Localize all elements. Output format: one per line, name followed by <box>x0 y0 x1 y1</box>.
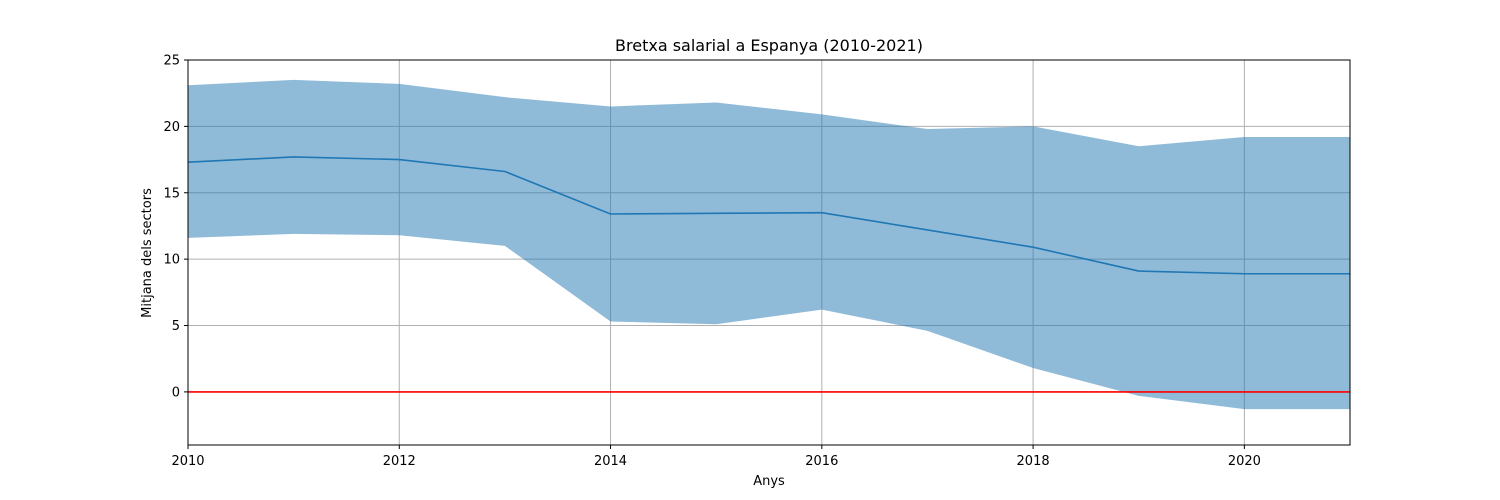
x-tick-label-2014: 2014 <box>594 454 627 469</box>
x-tick-label-2010: 2010 <box>171 454 204 469</box>
x-axis-label: Anys <box>753 474 785 489</box>
y-tick-label-0: 0 <box>172 385 180 400</box>
x-axis: 2010 2012 2014 2016 2018 2020 <box>171 445 1261 469</box>
y-tick-label-5: 5 <box>172 319 180 334</box>
line-layer <box>187 156 1350 275</box>
x-tick-label-2016: 2016 <box>805 454 838 469</box>
mean-line <box>187 156 1350 275</box>
chart-title: Bretxa salarial a Espanya (2010-2021) <box>615 36 923 55</box>
y-tick-label-10: 10 <box>163 253 180 268</box>
y-tick-label-15: 15 <box>163 186 180 201</box>
confidence-band <box>188 79 1350 410</box>
y-tick-label-25: 25 <box>163 54 180 69</box>
x-tick-label-2012: 2012 <box>383 454 416 469</box>
band-layer <box>188 79 1350 410</box>
y-axis-label: Mitjana dels sectors <box>140 188 155 318</box>
plot-frame <box>187 59 1351 446</box>
y-axis: 0 5 10 15 20 25 <box>163 54 188 400</box>
x-tick-label-2018: 2018 <box>1017 454 1050 469</box>
x-tick-label-2020: 2020 <box>1228 454 1261 469</box>
y-tick-label-20: 20 <box>163 120 180 135</box>
